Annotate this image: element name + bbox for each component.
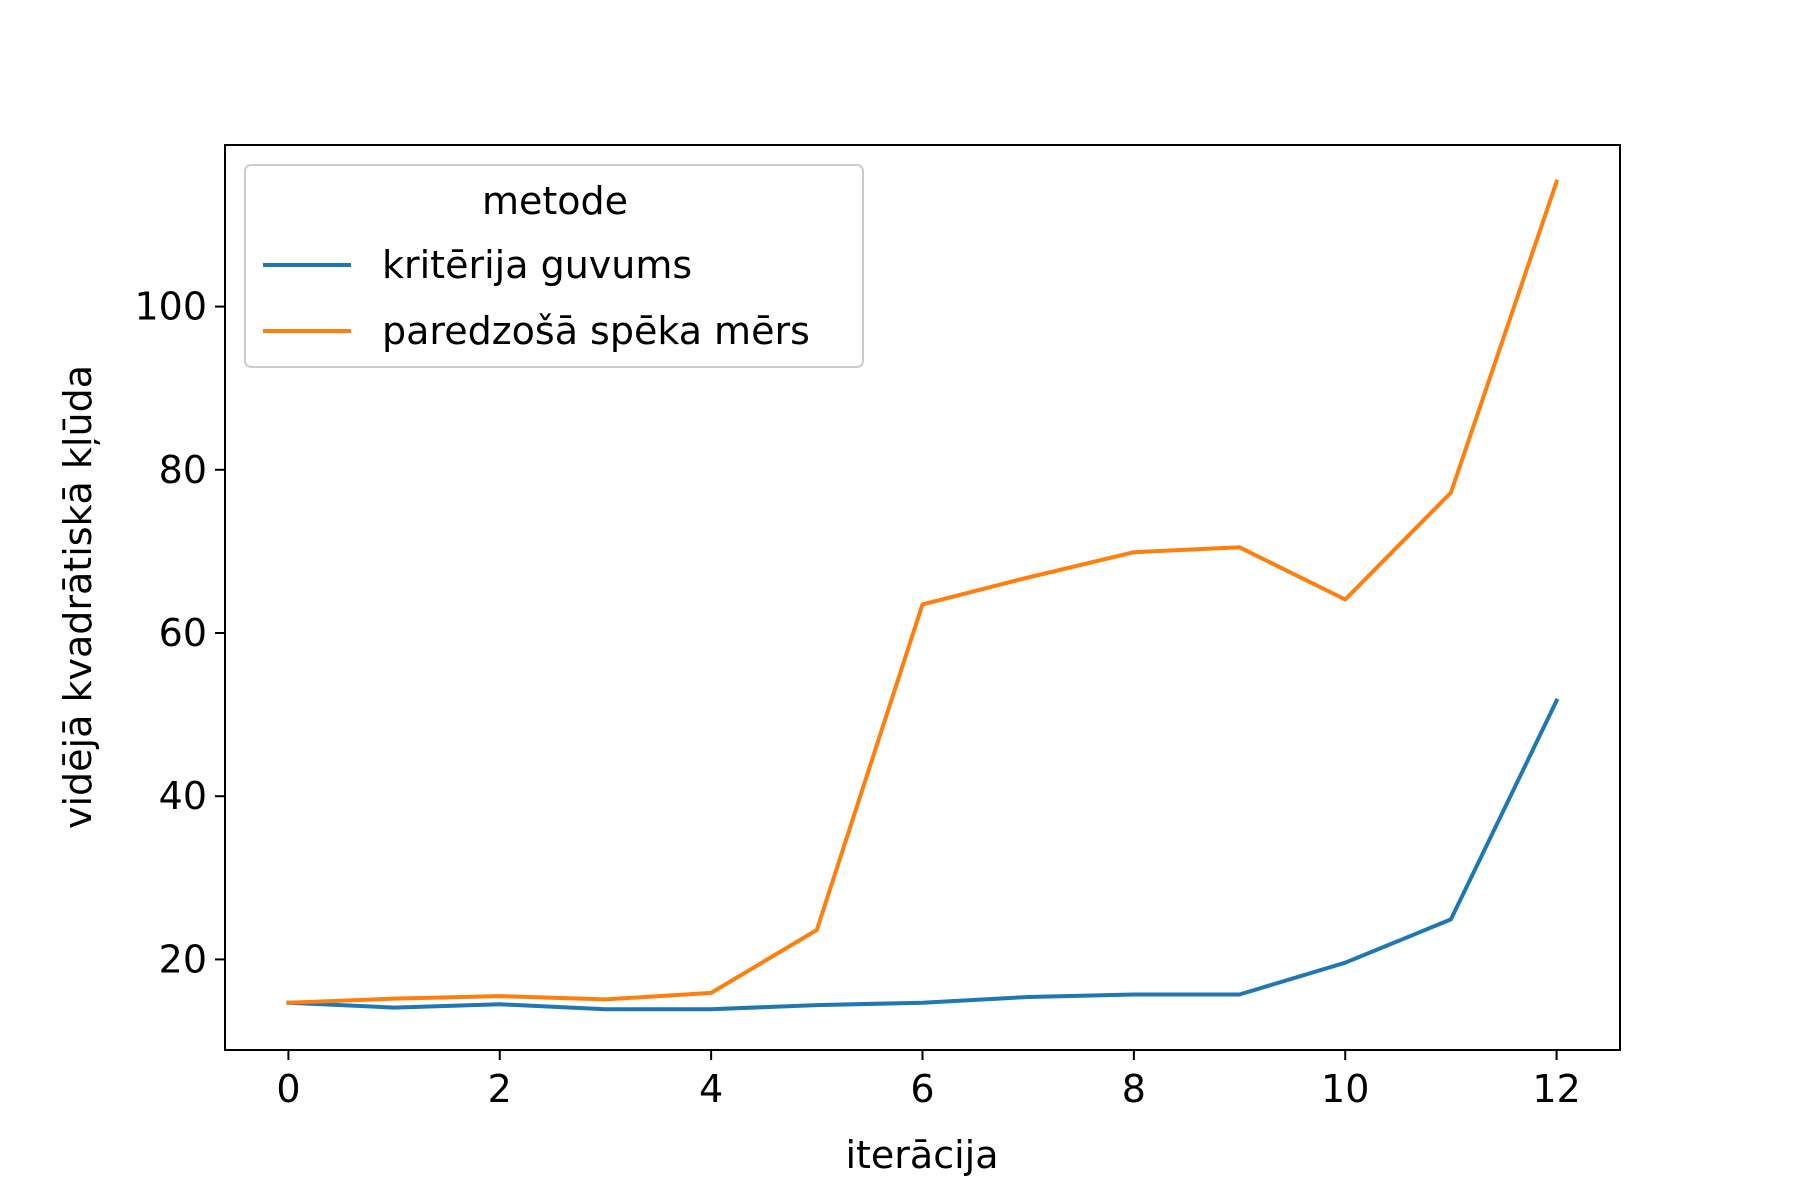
series-line-2	[286, 179, 1560, 1005]
y-tick-label: 60	[159, 611, 207, 655]
y-tick-label: 20	[159, 937, 207, 981]
legend-entries: kritērija guvums paredzošā spēka mērs	[263, 243, 810, 353]
x-axis: 0 2 4 6 8 10 12	[276, 1050, 1581, 1111]
legend-label-1: kritērija guvums	[382, 243, 692, 287]
legend-title: metode	[482, 179, 628, 223]
x-axis-label: iterācija	[845, 1133, 998, 1177]
y-tick-label: 40	[159, 774, 207, 818]
legend-label-2: paredzošā spēka mērs	[382, 309, 810, 353]
y-tick-label: 100	[134, 285, 207, 329]
x-tick-label: 10	[1321, 1067, 1369, 1111]
x-tick-label: 8	[1122, 1067, 1146, 1111]
series-line-1	[286, 698, 1560, 1012]
y-tick-label: 80	[159, 448, 207, 492]
plot-lines	[286, 179, 1560, 1012]
y-axis: 20 40 60 80 100	[134, 285, 225, 981]
x-tick-label: 2	[488, 1067, 512, 1111]
legend: metode kritērija guvums paredzošā spēka m…	[244, 164, 864, 368]
x-tick-label: 12	[1532, 1067, 1580, 1111]
legend-frame	[244, 164, 864, 368]
y-axis-label: vidējā kvadrātiskā kļūda	[56, 365, 100, 829]
x-tick-label: 4	[699, 1067, 723, 1111]
x-tick-label: 0	[276, 1067, 300, 1111]
x-tick-label: 6	[910, 1067, 934, 1111]
